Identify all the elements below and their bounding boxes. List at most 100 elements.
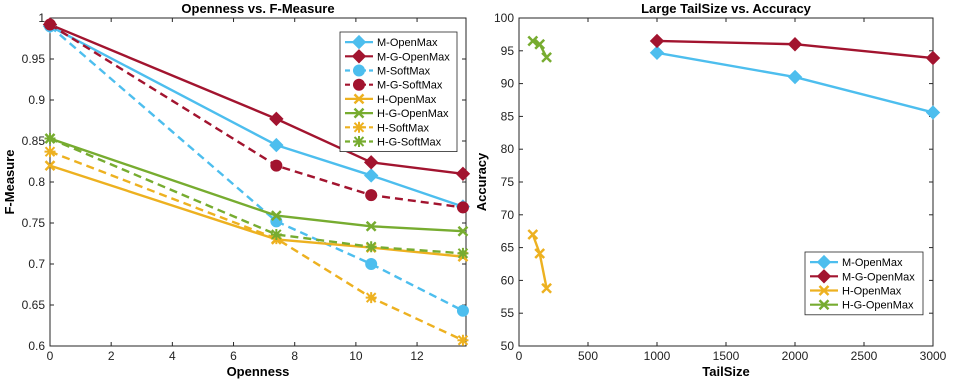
data-point-h-g-openmax xyxy=(527,35,539,47)
data-point-h-g-softmax xyxy=(457,247,469,259)
y-axis-label: F-Measure xyxy=(2,149,17,214)
data-point-m-openmax xyxy=(925,105,941,120)
y-tick-label: 0.65 xyxy=(22,298,46,312)
y-tick-label: 65 xyxy=(501,241,515,255)
series-h-g-openmax xyxy=(527,35,552,63)
data-point-h-g-softmax xyxy=(44,133,56,145)
legend: M-OpenMax M-G-OpenMax M-SoftMax M-G-SoftMax… xyxy=(339,31,458,152)
data-point-h-g-softmax xyxy=(270,228,282,240)
y-tick-label: 90 xyxy=(501,77,515,91)
chart-1: 0 2 4 6 8 10 12 0.6 0.65 0.7 0.75 0.8 0.85 0.9 0.95 1 Op… xyxy=(2,1,471,379)
data-point-m-softmax xyxy=(270,215,283,228)
legend-label-m-g-openmax: M-G-OpenMax xyxy=(842,271,915,283)
legend-marker-h-g-openmax xyxy=(353,107,365,119)
legend-marker-m-g-openmax xyxy=(351,49,367,64)
series-line-h-softmax xyxy=(49,150,464,342)
y-tick-label: 55 xyxy=(501,306,515,320)
legend-marker-m-softmax xyxy=(353,64,365,77)
y-tick-label: 0.8 xyxy=(28,175,45,189)
legend-label-m-softmax: M-SoftMax xyxy=(377,66,431,78)
data-point-m-g-openmax xyxy=(787,37,803,52)
legend-marker-m-g-softmax xyxy=(353,78,365,91)
x-tick-label: 500 xyxy=(578,349,598,363)
x-tick-label: 1000 xyxy=(644,349,671,363)
series-line-h-openmax xyxy=(49,164,464,258)
series-m-g-openmax xyxy=(649,33,941,66)
y-tick-label: 0.6 xyxy=(28,339,45,353)
y-tick-label: 0.75 xyxy=(22,216,46,230)
legend-label-h-g-softmax: H-G-SoftMax xyxy=(377,137,442,149)
data-point-h-g-openmax xyxy=(365,220,377,232)
legend-marker-m-openmax xyxy=(351,34,367,50)
data-point-h-g-openmax xyxy=(534,38,546,50)
data-point-h-g-softmax xyxy=(365,241,377,253)
series-line-m-g-softmax xyxy=(49,23,464,209)
data-point-m-g-openmax xyxy=(455,166,471,182)
x-tick-label: 0 xyxy=(516,349,523,363)
data-point-h-openmax xyxy=(534,248,546,259)
chart-2: 0 500 1000 1500 2000 2500 3000 50 55 60 65 70 75 80 85… xyxy=(474,1,947,379)
x-tick-label: 0 xyxy=(47,349,54,363)
legend-label-m-g-openmax: M-G-OpenMax xyxy=(377,51,450,63)
legend-marker-h-g-softmax xyxy=(353,136,365,147)
chart-title: Large TailSize vs. Accuracy xyxy=(641,1,812,16)
data-point-m-g-openmax xyxy=(649,33,665,49)
data-point-m-g-softmax xyxy=(365,189,378,202)
y-tick-label: 75 xyxy=(501,175,515,189)
data-point-m-openmax xyxy=(787,69,803,85)
series-line-h-g-softmax xyxy=(49,137,464,255)
legend-label-h-openmax: H-OpenMax xyxy=(842,286,902,298)
legend-label-m-g-softmax: M-G-SoftMax xyxy=(377,80,443,92)
data-point-h-openmax xyxy=(44,160,56,171)
legend-label-h-g-openmax: H-G-OpenMax xyxy=(842,300,914,312)
x-tick-label: 1500 xyxy=(713,349,740,363)
series-line-m-g-openmax xyxy=(49,23,464,175)
y-tick-label: 80 xyxy=(501,142,515,156)
y-tick-label: 50 xyxy=(501,339,515,353)
data-point-m-openmax xyxy=(363,168,379,183)
y-tick-label: 100 xyxy=(494,11,514,25)
data-point-h-g-openmax xyxy=(541,51,552,63)
x-tick-label: 8 xyxy=(291,349,298,363)
x-axis-label: TailSize xyxy=(702,364,749,379)
x-tick-label: 2 xyxy=(108,349,115,363)
y-tick-label: 1 xyxy=(38,11,45,25)
legend-label-h-softmax: H-SoftMax xyxy=(377,122,429,134)
data-point-m-g-openmax xyxy=(363,155,379,170)
legend-label-h-g-openmax: H-G-OpenMax xyxy=(377,108,449,120)
legend-marker-h-softmax xyxy=(353,121,365,133)
data-point-m-openmax xyxy=(269,137,284,153)
x-tick-label: 10 xyxy=(349,349,363,363)
data-point-m-g-softmax xyxy=(270,159,283,172)
x-axis-label: Openness xyxy=(227,364,290,379)
y-tick-label: 0.95 xyxy=(22,52,46,66)
legend-label-m-openmax: M-OpenMax xyxy=(377,37,438,49)
x-tick-label: 4 xyxy=(169,349,176,363)
y-tick-label: 60 xyxy=(501,273,515,287)
legend-marker-m-openmax xyxy=(816,254,832,270)
chart-title: Openness vs. F-Measure xyxy=(181,1,334,16)
series-h-g-softmax xyxy=(44,133,469,259)
series-line-m-softmax xyxy=(49,25,464,312)
y-tick-label: 0.85 xyxy=(22,134,46,148)
data-point-m-softmax xyxy=(456,304,469,317)
x-tick-label: 12 xyxy=(410,349,424,363)
data-point-h-softmax xyxy=(365,292,377,304)
y-tick-label: 0.7 xyxy=(28,257,45,271)
y-tick-label: 95 xyxy=(501,44,515,58)
data-point-h-softmax xyxy=(457,334,469,346)
data-point-m-softmax xyxy=(365,258,378,270)
data-point-m-g-openmax xyxy=(925,50,941,66)
x-tick-label: 2000 xyxy=(782,349,809,363)
x-tick-label: 3000 xyxy=(920,349,947,363)
y-axis-label: Accuracy xyxy=(474,152,489,211)
legend-label-h-openmax: H-OpenMax xyxy=(377,94,437,106)
data-point-m-openmax xyxy=(649,45,665,60)
data-point-m-g-softmax xyxy=(456,201,469,214)
data-point-h-g-openmax xyxy=(457,225,469,237)
legend-marker-m-g-openmax xyxy=(816,269,832,284)
series-line-m-openmax xyxy=(49,25,464,208)
x-tick-label: 2500 xyxy=(851,349,878,363)
legend: M-OpenMax M-G-OpenMax H-OpenMax H-G-OpenMax xyxy=(804,251,924,316)
